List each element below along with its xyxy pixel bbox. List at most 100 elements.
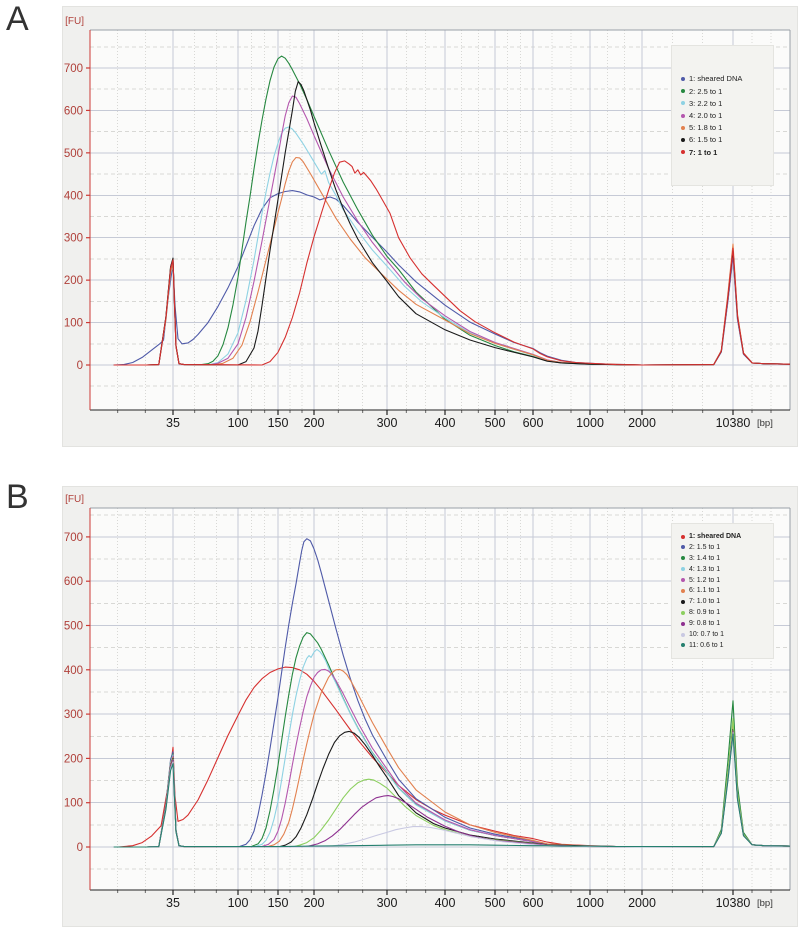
y-tick-label: 700 xyxy=(64,532,83,544)
legend-item: 11: 0.6 to 1 xyxy=(681,640,773,651)
legend-swatch-icon xyxy=(681,578,685,583)
legend-item: 1: sheared DNA xyxy=(681,531,773,542)
legend-item: 9: 0.8 to 1 xyxy=(681,618,773,629)
legend-item: 2: 2.5 to 1 xyxy=(681,85,773,97)
y-axis-unit-label: [FU] xyxy=(65,16,84,27)
legend-label: 11: 0.6 to 1 xyxy=(689,641,724,649)
legend-label: 1: sheared DNA xyxy=(689,74,743,84)
series-11-curve xyxy=(113,733,790,848)
x-tick-label: 1000 xyxy=(576,896,604,910)
x-tick-label: 35 xyxy=(166,896,180,910)
legend-label: 3: 1.4 to 1 xyxy=(689,554,721,562)
x-axis-unit-label: [bp] xyxy=(757,898,773,909)
legend-item: 6: 1.1 to 1 xyxy=(681,586,773,597)
legend-swatch-icon xyxy=(681,76,685,81)
x-tick-label: 2000 xyxy=(628,896,656,910)
electropherogram-a: 0 100 200 300 400 500 600 700 [FU] 35 100 150 200 300… xyxy=(64,16,791,430)
x-tick-label: 35 xyxy=(166,416,180,430)
series-group xyxy=(113,55,790,366)
panel-a-label: A xyxy=(6,0,29,38)
legend-swatch-icon xyxy=(681,556,685,561)
y-tick-label: 400 xyxy=(64,190,83,202)
x-tick-label: 600 xyxy=(523,896,544,910)
legend-item: 6: 1.5 to 1 xyxy=(681,134,773,146)
series-group xyxy=(113,538,790,848)
x-tick-label: 400 xyxy=(435,416,456,430)
x-tick-label: 200 xyxy=(304,896,325,910)
legend-item: 4: 1.3 to 1 xyxy=(681,564,773,575)
x-tick-label: 1000 xyxy=(576,416,604,430)
legend-label: 7: 1.0 to 1 xyxy=(689,598,721,606)
legend-item: 7: 1.0 to 1 xyxy=(681,596,773,607)
y-tick-label: 600 xyxy=(64,576,83,588)
y-tick-label: 600 xyxy=(64,105,83,117)
legend-label: 3: 2.2 to 1 xyxy=(689,98,723,108)
legend-swatch-icon xyxy=(681,643,685,648)
x-tick-label: 10380 xyxy=(716,416,751,430)
y-tick-label: 0 xyxy=(77,360,83,372)
x-tick-label: 100 xyxy=(228,896,249,910)
legend-swatch-icon xyxy=(681,89,685,94)
legend-item: 2: 1.5 to 1 xyxy=(681,542,773,553)
legend-label: 5: 1.8 to 1 xyxy=(689,123,723,133)
x-tick-label: 300 xyxy=(377,416,398,430)
y-tick-label: 300 xyxy=(64,709,83,721)
x-tick-label: 600 xyxy=(523,416,544,430)
legend-swatch-icon xyxy=(681,567,685,572)
x-tick-label: 500 xyxy=(485,416,506,430)
y-tick-label: 200 xyxy=(64,753,83,765)
x-tick-label: 2000 xyxy=(628,416,656,430)
legend-swatch-icon xyxy=(681,534,685,539)
legend-label: 8: 0.9 to 1 xyxy=(689,609,721,617)
legend-label: 4: 2.0 to 1 xyxy=(689,111,723,120)
x-tick-label: 200 xyxy=(304,416,325,430)
legend-label: 10: 0.7 to 1 xyxy=(689,631,725,639)
legend-swatch-icon xyxy=(681,545,685,550)
y-tick-label: 100 xyxy=(64,318,83,330)
legend-a: 1: sheared DNA 2: 2.5 to 1 3: 2.2 to 1 4: 2… xyxy=(671,45,774,186)
panel-b-label: B xyxy=(6,478,29,516)
legend-item: 5: 1.8 to 1 xyxy=(681,122,773,134)
x-tick-label: 150 xyxy=(268,896,289,910)
legend-item: 3: 1.4 to 1 xyxy=(681,553,773,564)
series-7-curve xyxy=(113,160,790,366)
legend-swatch-icon xyxy=(681,632,685,637)
legend-swatch-icon xyxy=(681,588,685,593)
legend-swatch-icon xyxy=(681,150,685,155)
legend-swatch-icon xyxy=(681,599,685,604)
legend-item: 8: 0.9 to 1 xyxy=(681,607,773,618)
legend-label: 5: 1.2 to 1 xyxy=(689,576,721,584)
legend-swatch-icon xyxy=(681,621,685,626)
y-tick-label: 300 xyxy=(64,233,83,245)
legend-swatch-icon xyxy=(681,101,685,106)
legend-label: 2: 1.5 to 1 xyxy=(689,543,721,551)
legend-swatch-icon xyxy=(681,137,685,142)
x-tick-label: 300 xyxy=(377,896,398,910)
legend-item: 7: 1 to 1 xyxy=(681,146,773,158)
y-tick-label: 500 xyxy=(64,148,83,160)
y-tick-label: 100 xyxy=(64,798,83,810)
legend-swatch-icon xyxy=(681,125,685,130)
y-tick-label: 400 xyxy=(64,665,83,677)
legend-item: 3: 2.2 to 1 xyxy=(681,97,773,109)
x-tick-label: 150 xyxy=(268,416,289,430)
legend-item: 4: 2.0 to 1 xyxy=(681,109,773,121)
legend-label: 4: 1.3 to 1 xyxy=(689,565,721,573)
legend-label: 2: 2.5 to 1 xyxy=(689,86,723,96)
legend-label: 6: 1.5 to 1 xyxy=(689,135,723,145)
x-tick-label: 400 xyxy=(435,896,456,910)
legend-item: 10: 0.7 to 1 xyxy=(681,629,773,640)
y-tick-label: 700 xyxy=(64,63,83,75)
y-tick-label: 500 xyxy=(64,621,83,633)
legend-label: 6: 1.1 to 1 xyxy=(689,587,721,595)
x-tick-label: 10380 xyxy=(716,896,751,910)
x-axis-unit-label: [bp] xyxy=(757,418,773,429)
legend-label: 7: 1 to 1 xyxy=(689,147,718,157)
legend-label: 9: 0.8 to 1 xyxy=(689,620,721,628)
legend-item: 1: sheared DNA xyxy=(681,73,773,85)
y-tick-label: 0 xyxy=(77,842,83,854)
x-tick-label: 500 xyxy=(485,896,506,910)
legend-swatch-icon xyxy=(681,610,685,615)
